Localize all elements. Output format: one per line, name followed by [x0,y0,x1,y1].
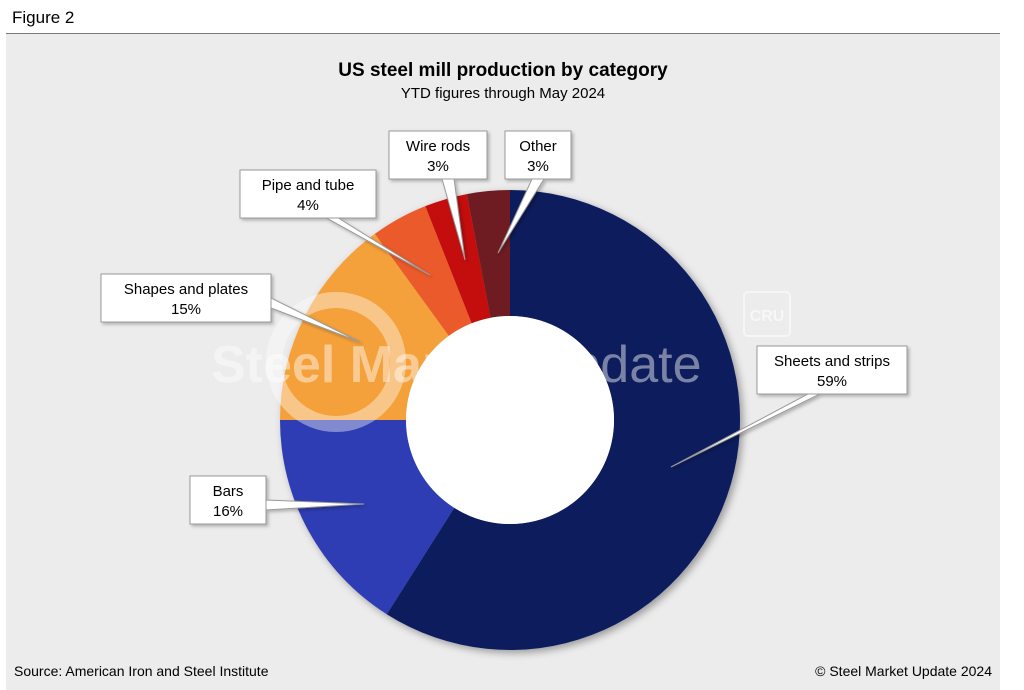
callout-shapes-and-plates: Shapes and plates 15% [100,273,361,343]
slice-value-label: 15% [171,301,201,318]
slice-label: Other [519,138,557,155]
slice-other [466,190,510,318]
callout-bars: Bars 16% [189,475,365,525]
watermark-badge: CRU [750,308,785,325]
slice-shapes-and-plates [280,233,449,420]
slice-label: Sheets and strips [774,353,890,370]
slice-label: Wire rods [406,138,470,155]
watermark-badge-frame [743,291,791,337]
callout-box [756,345,908,395]
slice-label: Shapes and plates [124,281,248,298]
slice-sheets-and-strips [386,190,740,650]
copyright-note: © Steel Market Update 2024 [815,663,992,679]
callouts: Sheets and strips 59% Bars 16% Shapes and pl… [100,130,908,525]
callout-other: Other 3% [497,130,572,254]
slice-value-label: 3% [427,158,449,175]
callout-box [100,273,272,323]
slice-value-label: 16% [213,503,243,520]
slice-bars [280,420,455,615]
slice-label: Bars [213,483,244,500]
figure-label: Figure 2 [12,8,75,27]
watermark-brand-light: Update [534,336,702,394]
callout-sheets-and-strips: Sheets and strips 59% [670,345,908,468]
callout-pipe-and-tube: Pipe and tube 4% [239,169,431,276]
source-note: Source: American Iron and Steel Institut… [14,663,269,679]
chart-panel: US steel mill production by category YTD… [6,34,1000,690]
callout-box [388,130,488,180]
figure-divider [6,33,1000,34]
slice-value-label: 59% [817,373,847,390]
slice-value-label: 3% [527,158,549,175]
callout-box [239,169,377,219]
watermark: Steel Market Update CRU [211,291,791,432]
chart-title: US steel mill production by category [338,60,668,81]
donut-chart: US steel mill production by category YTD… [14,60,992,679]
donut-hole [406,316,614,524]
watermark-brand-bold: Steel Market [211,336,517,394]
watermark-brand: Steel Market Update [211,336,702,394]
callout-wire-rods: Wire rods 3% [388,130,488,261]
slice-wire-rods [425,194,491,324]
chart-subtitle: YTD figures through May 2024 [401,85,605,102]
callout-box [189,475,267,525]
callout-box [504,130,572,180]
slice-label: Pipe and tube [262,177,355,194]
donut-slices [280,190,740,650]
watermark-logo-ring [266,292,406,432]
slice-value-label: 4% [297,197,319,214]
